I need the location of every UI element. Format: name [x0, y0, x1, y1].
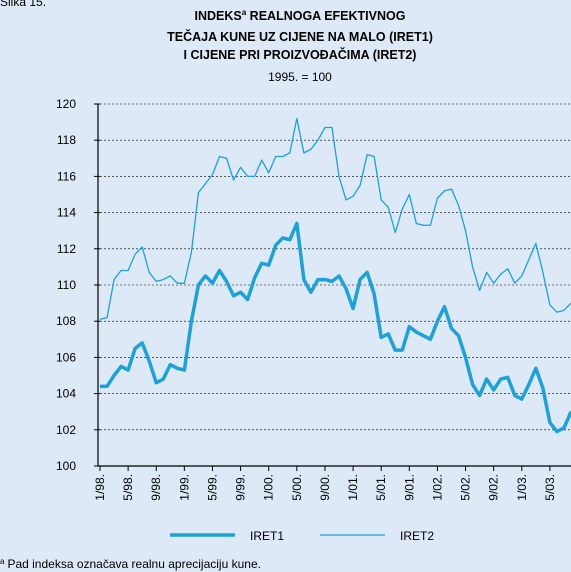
- y-tick-label: 102: [56, 423, 76, 437]
- y-tick-label: 100: [56, 459, 76, 473]
- y-tick-label: 110: [57, 278, 76, 292]
- y-tick-label: 114: [57, 206, 76, 220]
- y-tick-label: 106: [56, 350, 76, 364]
- y-tick-label: 112: [57, 242, 76, 256]
- x-tick-label: 1/99.: [177, 474, 191, 501]
- x-tick-label: 5/99.: [205, 474, 219, 501]
- chart-title: TEČAJA KUNE UZ CIJENE NA MALO (IRET1): [167, 29, 433, 44]
- x-tick-label: 9/99.: [234, 474, 248, 501]
- x-tick-label: 1/01.: [346, 474, 360, 501]
- title-note-marker: a: [242, 8, 247, 17]
- x-tick-label: 9/01.: [402, 474, 416, 501]
- subtitle: 1995. = 100: [268, 70, 332, 84]
- line-series: [99, 117, 571, 321]
- footnote-text: Pad indeksa označava realnu aprecijaciju…: [7, 557, 261, 571]
- legend-label: IRET1: [250, 529, 284, 543]
- y-tick-label: 120: [56, 97, 76, 111]
- x-tick-label: 5/98.: [121, 474, 135, 501]
- footnote-marker: a: [0, 557, 5, 566]
- x-tick-label: 1/98.: [93, 474, 107, 501]
- x-tick-label: 5/00.: [290, 474, 304, 501]
- x-tick-label: 9/00.: [318, 474, 332, 501]
- y-tick-label: 118: [57, 133, 76, 147]
- line-series: [100, 221, 571, 434]
- x-tick-label: 5/02.: [459, 474, 473, 501]
- y-tick-label: 104: [56, 387, 76, 401]
- title-line: REALNOGA EFEKTIVNOG: [246, 9, 405, 23]
- y-tick-label: 116: [57, 169, 76, 183]
- title-line: INDEKS: [195, 9, 242, 23]
- legend-label: IRET2: [400, 529, 434, 543]
- y-tick-label: 108: [56, 314, 76, 328]
- x-tick-label: 5/01.: [374, 474, 388, 501]
- x-tick-label: 1/00.: [262, 474, 276, 501]
- footnote: a Pad indeksa označava realnu aprecijacij…: [0, 557, 261, 571]
- figure-label: Slika 15.: [0, 0, 46, 9]
- x-tick-label: 1/02.: [430, 474, 444, 501]
- x-tick-label: 5/03.: [543, 474, 557, 501]
- x-tick-label: 9/02.: [487, 474, 501, 501]
- chart-title: INDEKSa REALNOGA EFEKTIVNOG: [195, 8, 406, 23]
- chart-title: I CIJENE PRI PROIZVOĐAČIMA (IRET2): [184, 47, 417, 62]
- x-tick-label: 1/03.: [515, 474, 529, 501]
- x-tick-label: 9/98.: [149, 474, 163, 501]
